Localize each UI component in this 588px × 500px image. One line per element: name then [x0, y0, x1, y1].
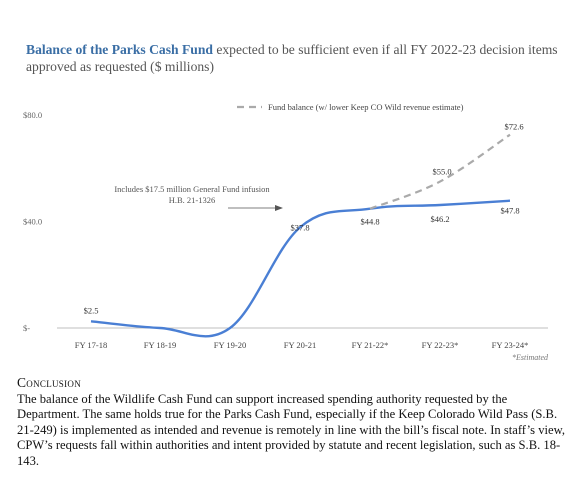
footnote: *Estimated — [512, 353, 549, 362]
data-label: $47.8 — [500, 206, 519, 216]
x-tick-label: FY 17-18 — [75, 340, 108, 350]
x-tick-label: FY 19-20 — [214, 340, 247, 350]
x-tick-label: FY 21-22* — [352, 340, 389, 350]
data-label: $46.2 — [430, 214, 449, 224]
data-label: $2.5 — [84, 305, 99, 315]
conclusion-section: Conclusion The balance of the Wildlife C… — [17, 375, 572, 469]
chart-title-rest: expected to be sufficient even if all FY… — [26, 42, 558, 74]
annotation-line-2: H.B. 21-1326 — [169, 195, 216, 205]
data-label: $55.0 — [432, 167, 451, 177]
conclusion-body: The balance of the Wildlife Cash Fund ca… — [17, 392, 566, 468]
chart-title-lead: Balance of the Parks Cash Fund — [26, 42, 213, 57]
data-label: $37.8 — [290, 222, 309, 232]
data-label: $72.6 — [504, 122, 523, 132]
series-line-balance — [90, 199, 511, 338]
y-tick-label: $80.0 — [23, 110, 42, 120]
data-label: $44.8 — [360, 217, 379, 227]
series-line-projected — [369, 133, 511, 210]
legend-label: Fund balance (w/ lower Keep CO Wild reve… — [268, 102, 464, 112]
annotation-arrow-head — [275, 205, 283, 211]
conclusion-heading: Conclusion — [17, 375, 82, 390]
parks-cash-fund-chart: $80.0 $40.0 $- FY 17-18 FY 18-19 FY 19-20 FY 2… — [23, 102, 549, 362]
x-tick-label: FY 20-21 — [284, 340, 317, 350]
y-tick-label: $- — [23, 323, 30, 333]
x-tick-label: FY 18-19 — [144, 340, 177, 350]
x-tick-label: FY 23-24* — [492, 340, 529, 350]
x-tick-label: FY 22-23* — [422, 340, 459, 350]
y-tick-label: $40.0 — [23, 217, 42, 227]
annotation-line-1: Includes $17.5 million General Fund infu… — [114, 184, 270, 194]
chart-title: Balance of the Parks Cash Fund expected … — [26, 41, 566, 75]
